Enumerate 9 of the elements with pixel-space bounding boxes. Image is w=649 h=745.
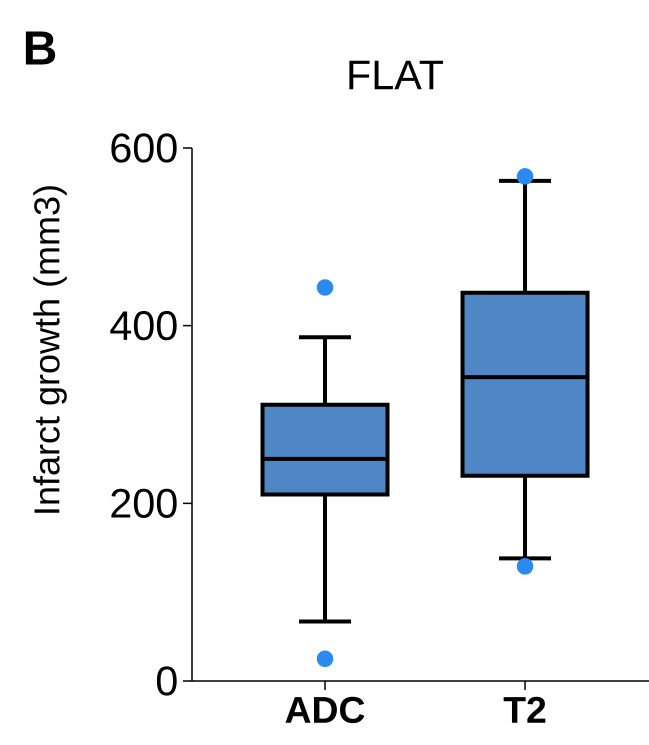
x-tick-label: ADC: [285, 696, 364, 724]
x-tick-label: T2: [504, 696, 546, 723]
text: B: [26, 31, 56, 64]
y-tick-label: 600: [111, 133, 177, 163]
y-tick-label: 400: [110, 311, 177, 340]
y-tick-label: 200: [111, 488, 177, 518]
y-tick-label: 0: [156, 666, 177, 696]
y-axis-title: Infarct growth (mm3): [33, 186, 67, 513]
chart-title: FLAT: [349, 60, 444, 90]
